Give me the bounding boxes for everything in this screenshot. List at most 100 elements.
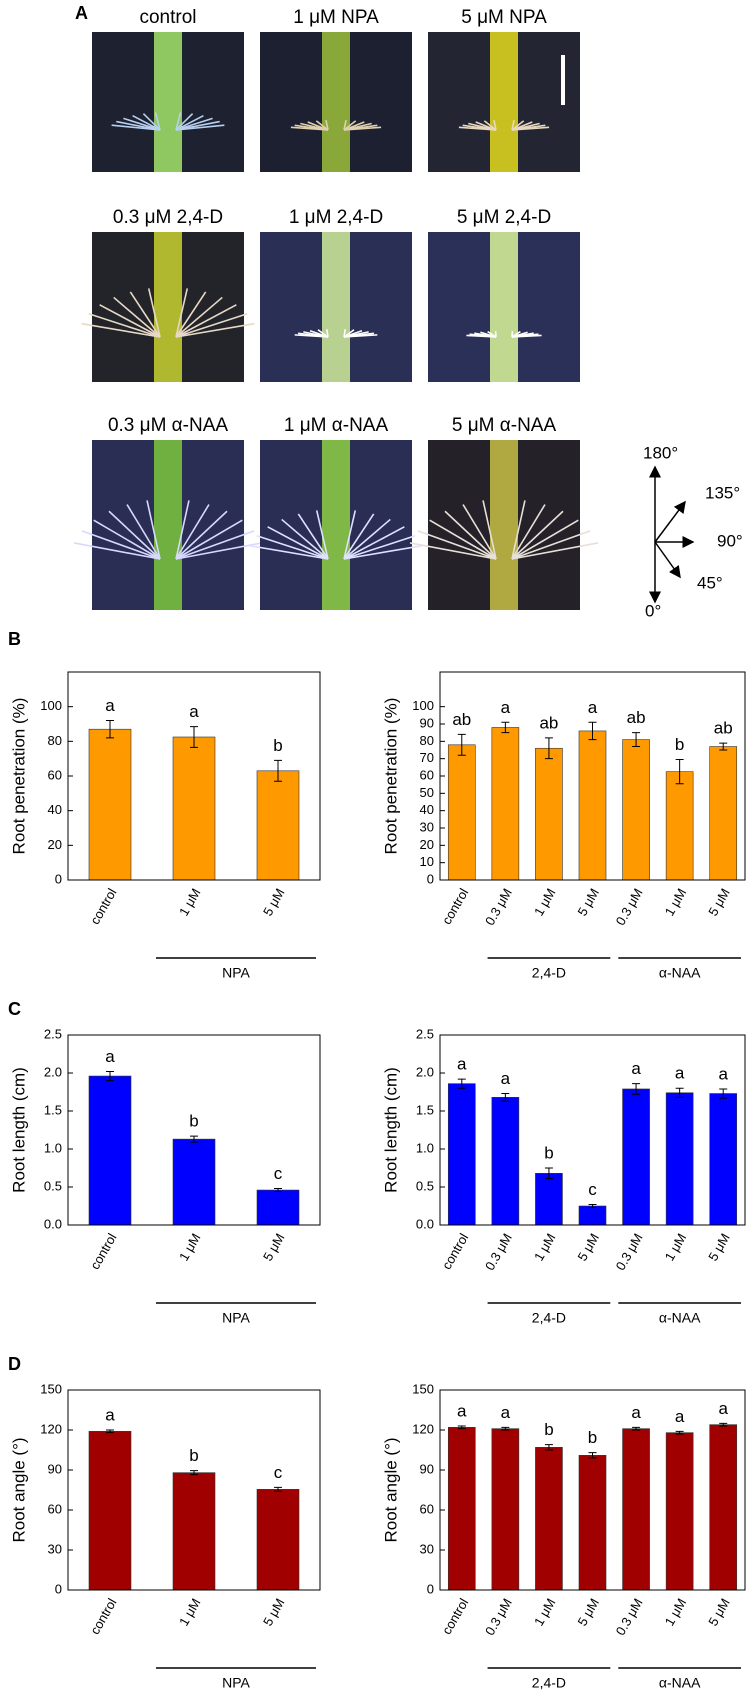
root — [511, 542, 599, 560]
x-tick-label: 5 μM — [705, 1231, 733, 1264]
y-tick-label: 90 — [420, 1461, 434, 1476]
bar — [491, 1428, 520, 1591]
angle-label: 180° — [643, 443, 678, 462]
error-bar — [106, 1070, 114, 1082]
plot-frame — [439, 1034, 746, 1226]
root — [175, 291, 207, 338]
root — [81, 530, 161, 560]
x-tick-label: control — [87, 1596, 120, 1637]
error-bar — [457, 733, 466, 756]
x-tick-label: 5 μM — [574, 1596, 602, 1629]
root — [511, 500, 526, 560]
root — [175, 312, 248, 338]
x-tick-label: 5 μM — [260, 1231, 288, 1264]
x-tick-label: 1 μM — [176, 1596, 204, 1629]
x-tick-label: 0.3 μM — [613, 886, 646, 928]
x-tick-label: 1 μM — [662, 1231, 690, 1264]
x-tick-label: 5 μM — [574, 886, 602, 919]
x-tick-label: 0.3 μM — [482, 886, 515, 928]
root — [343, 526, 405, 560]
bar — [535, 1173, 563, 1226]
root — [511, 119, 515, 131]
y-tick-label: 120 — [412, 1421, 434, 1436]
y-tick-label: 150 — [412, 1381, 434, 1396]
x-tick-label: 5 μM — [260, 886, 288, 919]
y-tick-label: 60 — [48, 1501, 62, 1516]
significance-letter: b — [675, 735, 684, 754]
root — [99, 304, 161, 338]
y-tick-label: 60 — [420, 767, 434, 782]
y-tick-label: 120 — [40, 1421, 62, 1436]
root — [343, 334, 378, 338]
root — [267, 526, 329, 560]
significance-letter: a — [501, 698, 511, 717]
root — [142, 113, 161, 131]
root — [343, 544, 423, 560]
y-tick-label: 2.0 — [416, 1064, 434, 1079]
group-label: α-NAA — [659, 965, 701, 981]
y-tick-label: 0 — [427, 871, 434, 886]
root — [175, 124, 225, 131]
significance-letter: a — [105, 1047, 115, 1066]
root — [81, 322, 161, 338]
stem — [490, 232, 518, 382]
stem — [154, 232, 182, 382]
bar — [622, 739, 650, 881]
significance-letter: c — [274, 1164, 283, 1183]
bar — [665, 1092, 694, 1226]
significance-letter: c — [274, 1463, 283, 1482]
significance-letter: b — [273, 736, 282, 755]
error-bar — [544, 1167, 553, 1180]
root — [417, 530, 497, 560]
y-tick-label: 1.0 — [416, 1140, 434, 1155]
y-tick-label: 0 — [55, 871, 62, 886]
y-tick-label: 100 — [40, 698, 62, 713]
root — [307, 121, 329, 131]
y-tick-label: 90 — [420, 715, 434, 730]
root — [154, 112, 161, 131]
y-tick-label: 30 — [48, 1541, 62, 1556]
y-tick-label: 1.5 — [44, 1102, 62, 1117]
x-tick-label: 1 μM — [531, 886, 559, 919]
y-tick-label: 2.5 — [44, 1026, 62, 1041]
root — [325, 119, 329, 131]
error-bar — [274, 1188, 282, 1193]
error-bar — [274, 1486, 282, 1492]
significance-letter: a — [105, 1405, 115, 1424]
significance-letter: a — [501, 1403, 511, 1422]
photo-label: 5 μM 2,4-D — [457, 207, 551, 228]
significance-letter: b — [544, 1420, 553, 1439]
bar — [709, 1424, 738, 1591]
group-label: 2,4-D — [532, 965, 566, 981]
bar — [578, 1455, 607, 1591]
y-tick-label: 0 — [427, 1581, 434, 1596]
bar — [88, 1431, 132, 1591]
y-tick-label: 1.5 — [416, 1102, 434, 1117]
root — [444, 510, 497, 560]
significance-letter: b — [189, 1112, 198, 1131]
root — [343, 518, 391, 560]
root — [511, 334, 542, 338]
error-bar — [501, 1426, 510, 1431]
root — [297, 513, 329, 560]
significance-letter: b — [189, 1446, 198, 1465]
x-tick-label: 0.3 μM — [613, 1596, 646, 1638]
x-tick-label: 1 μM — [176, 1231, 204, 1264]
root — [175, 114, 204, 131]
y-tick-label: 50 — [420, 785, 434, 800]
bar — [665, 1432, 694, 1591]
significance-letter: a — [631, 1059, 641, 1078]
x-tick-label: 0.3 μM — [613, 1231, 646, 1273]
bar — [709, 1093, 738, 1226]
root — [429, 519, 497, 560]
group-label: α-NAA — [659, 1310, 701, 1326]
root — [108, 510, 161, 560]
bar — [447, 1427, 476, 1591]
y-tick-label: 0.0 — [416, 1216, 434, 1231]
y-tick-label: 2.0 — [44, 1064, 62, 1079]
photo-label: control — [139, 7, 196, 28]
angle-label: 135° — [705, 483, 740, 502]
root — [343, 513, 375, 560]
plot-frame — [67, 1034, 321, 1226]
